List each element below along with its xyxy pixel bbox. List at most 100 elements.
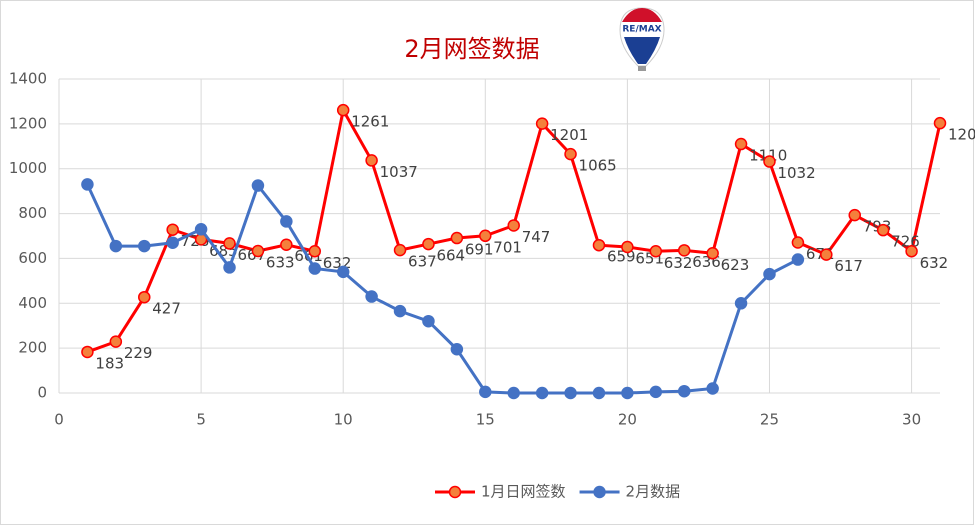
point <box>194 223 208 236</box>
point <box>507 219 520 232</box>
point <box>251 244 265 258</box>
point <box>848 208 861 222</box>
point <box>223 261 236 274</box>
data-label: 632 <box>920 254 949 272</box>
legend-label: 2月数据 <box>626 483 681 501</box>
data-label: 617 <box>834 257 863 275</box>
point <box>734 137 748 151</box>
y-tick-label: 600 <box>18 249 47 267</box>
point <box>450 343 464 356</box>
y-tick-label: 0 <box>37 384 47 402</box>
x-tick-label: 30 <box>902 411 921 429</box>
data-label: 1065 <box>579 157 617 175</box>
point <box>308 262 322 275</box>
point <box>166 236 179 249</box>
data-label: 623 <box>721 256 750 274</box>
point <box>109 335 123 348</box>
y-tick-label: 1200 <box>9 114 47 132</box>
point <box>166 223 179 236</box>
point <box>564 386 577 400</box>
point <box>336 265 350 279</box>
data-label: 1037 <box>380 163 418 181</box>
point <box>365 290 378 303</box>
data-label: 701 <box>493 238 522 256</box>
data-label: 1261 <box>351 113 389 131</box>
point <box>649 245 663 258</box>
data-label: 183 <box>95 354 124 372</box>
point <box>592 386 606 400</box>
point <box>336 103 350 117</box>
logo-top <box>622 8 662 22</box>
point <box>706 382 719 395</box>
data-label: 427 <box>152 300 181 318</box>
point <box>763 155 776 168</box>
point <box>507 386 520 400</box>
data-label: 1201 <box>550 126 588 144</box>
point <box>763 267 776 281</box>
point <box>479 385 492 399</box>
point <box>535 117 549 130</box>
point <box>734 297 748 310</box>
point <box>677 384 691 398</box>
logo-bottom <box>624 37 660 64</box>
point <box>422 237 435 251</box>
data-label: 229 <box>124 344 153 362</box>
point <box>109 239 123 253</box>
point <box>677 244 691 257</box>
point <box>706 247 719 260</box>
point <box>393 243 407 257</box>
y-tick-label: 400 <box>18 294 47 312</box>
x-tick-label: 10 <box>334 411 353 429</box>
point <box>223 237 236 250</box>
point <box>905 245 918 258</box>
point <box>791 236 805 249</box>
point <box>138 290 151 304</box>
point <box>621 386 634 400</box>
data-label: 632 <box>664 254 693 272</box>
series <box>81 178 805 400</box>
point <box>280 238 293 251</box>
data-label: 1203 <box>948 126 975 144</box>
point <box>393 304 407 318</box>
x-tick-label: 5 <box>196 411 206 429</box>
point <box>791 253 805 266</box>
data-label: 664 <box>436 247 465 265</box>
y-tick-label: 1000 <box>9 159 47 177</box>
legend-marker <box>593 485 606 499</box>
data-label: 633 <box>266 254 295 272</box>
point <box>81 345 94 359</box>
point <box>138 239 151 253</box>
x-tick-label: 20 <box>618 411 637 429</box>
y-tick-label: 800 <box>18 204 47 222</box>
logo: RE/MAX <box>619 7 665 71</box>
point <box>621 240 634 254</box>
point <box>564 147 577 161</box>
point <box>649 385 663 399</box>
data-label: 747 <box>522 228 551 246</box>
point <box>820 248 833 261</box>
legend-label: 1月日网签数 <box>481 483 566 501</box>
x-tick-label: 15 <box>476 411 495 429</box>
chart-title: 2月网签数据 <box>404 35 539 63</box>
point <box>280 215 293 228</box>
y-tick-label: 200 <box>18 339 47 357</box>
logo-text: RE/MAX <box>622 25 661 35</box>
point <box>535 386 549 400</box>
x-tick-label: 0 <box>54 411 64 429</box>
legend-marker <box>448 485 462 499</box>
point <box>933 116 947 130</box>
x-tick-label: 25 <box>760 411 779 429</box>
point <box>876 223 890 237</box>
y-tick-label: 1400 <box>9 70 47 88</box>
point <box>81 178 94 191</box>
point <box>479 229 492 243</box>
point <box>365 154 378 167</box>
data-label: 1032 <box>777 164 815 182</box>
point <box>251 179 265 192</box>
data-label: 637 <box>408 253 437 271</box>
logo-basket <box>638 66 646 71</box>
